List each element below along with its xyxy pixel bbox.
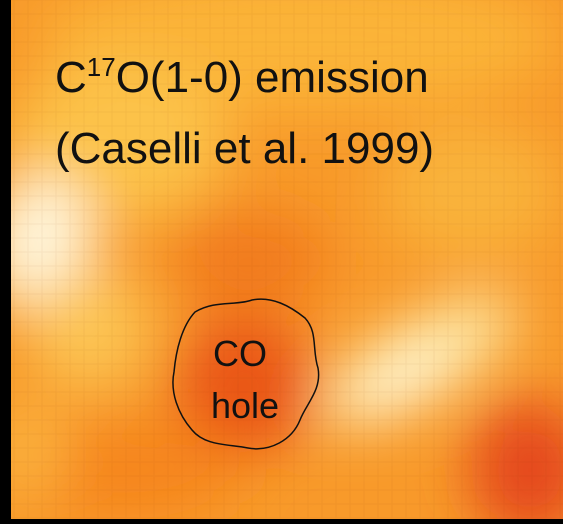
left-border [0,0,11,524]
subtitle: (Caselli et al. 1999) [55,124,434,173]
title-superscript: 17 [87,52,116,82]
bottom-border [0,519,563,524]
title: C17O(1-0) emission [55,52,429,102]
hole-label-line: CO [213,333,267,374]
hole-label-line: hole [211,385,279,426]
title-prefix: C [55,53,87,102]
title-suffix: O(1-0) emission [116,53,429,102]
co-hole-contour [172,298,320,450]
